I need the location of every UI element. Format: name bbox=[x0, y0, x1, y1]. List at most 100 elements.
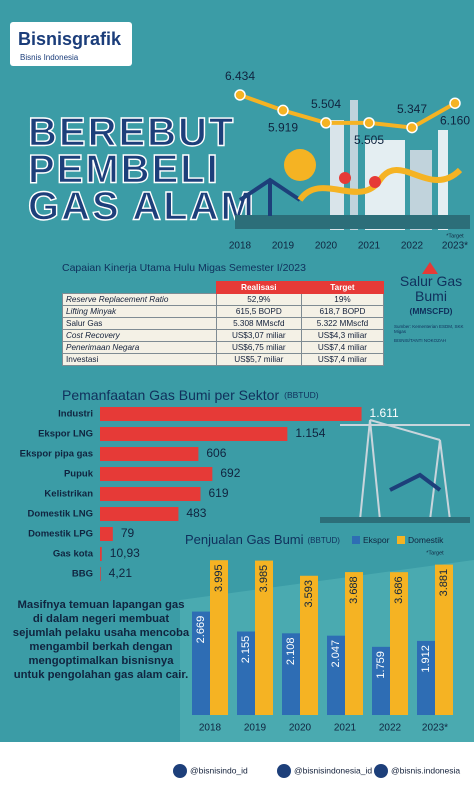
paragraph: Masifnya temuan lapangan gas di dalam ne… bbox=[12, 599, 190, 681]
data-label: 1.912 bbox=[420, 645, 432, 673]
x-tick-label: 2021 bbox=[334, 723, 357, 734]
table-cell: US$5,7 miliar bbox=[215, 353, 302, 366]
table-cell: Cost Recovery bbox=[62, 329, 217, 342]
social-handle[interactable]: @bisnisindonesia_id bbox=[294, 765, 372, 775]
chart-unit: (BBTUD) bbox=[308, 536, 341, 545]
data-label: 3.593 bbox=[303, 580, 315, 608]
bar bbox=[100, 527, 113, 541]
data-label: 3.881 bbox=[438, 569, 450, 597]
x-tick-label: 2018 bbox=[199, 723, 222, 734]
instagram-icon bbox=[277, 764, 291, 778]
table-cell: Lifting Minyak bbox=[62, 305, 217, 318]
title-group: BEREBUT PEMBELI GAS ALAM bbox=[27, 110, 254, 229]
data-label: 606 bbox=[206, 446, 226, 460]
data-label: 2.669 bbox=[195, 616, 207, 644]
data-label: 3.686 bbox=[393, 576, 405, 604]
point bbox=[406, 121, 418, 134]
point bbox=[363, 117, 375, 129]
y-tick-label: Ekspor pipa gas bbox=[20, 449, 93, 460]
data-label: 5.505 bbox=[354, 133, 384, 147]
data-label: 3.688 bbox=[348, 576, 360, 604]
table-cell: US$7,4 miliar bbox=[300, 353, 385, 366]
table-cell: 19% bbox=[300, 293, 385, 306]
line-chart-title: Salur Gas Bumi bbox=[399, 273, 463, 304]
table-row: Investasi US$5,7 miliar US$7,4 miliar bbox=[62, 353, 385, 366]
note: *Target bbox=[426, 550, 444, 556]
table-row: Cost Recovery US$3,07 miliar US$4,3 miliar bbox=[62, 329, 385, 342]
data-label: 1.154 bbox=[295, 426, 325, 440]
table-row: Lifting Minyak 615,5 BOPD 618,7 BOPD bbox=[62, 305, 385, 318]
data-label: 1.611 bbox=[370, 406, 399, 420]
bar bbox=[300, 575, 318, 715]
y-tick-label: Kelistrikan bbox=[44, 489, 93, 500]
x-tick-label: 2023* bbox=[422, 723, 448, 734]
x-tick-label: 2020 bbox=[315, 241, 338, 252]
bar bbox=[100, 507, 179, 521]
x-tick-label: 2018 bbox=[229, 241, 252, 252]
chart-title-text: Pemanfaatan Gas Bumi per Sektor bbox=[62, 387, 279, 403]
legend-swatch bbox=[397, 536, 405, 544]
bar bbox=[255, 560, 273, 715]
credit: BISNIS/TANTI NOKOZAH bbox=[394, 338, 447, 343]
legend-label: Ekspor bbox=[363, 535, 390, 545]
y-tick-label: BBG bbox=[72, 569, 93, 580]
x-tick-label: 2021 bbox=[358, 241, 381, 252]
x-tick-label: 2022 bbox=[401, 241, 424, 252]
data-label: 2.108 bbox=[285, 638, 297, 666]
bar bbox=[327, 635, 345, 715]
data-label: 1.759 bbox=[375, 651, 387, 679]
publisher: Bisnis Indonesia bbox=[20, 53, 79, 62]
bar bbox=[282, 633, 300, 715]
table-cell: 52,9% bbox=[215, 293, 302, 306]
data-label: 2.155 bbox=[240, 636, 252, 664]
social-handle[interactable]: @bisnis.indonesia bbox=[391, 765, 460, 775]
data-label: 5.919 bbox=[268, 121, 298, 135]
table-cell: Penerimaan Negara bbox=[62, 341, 217, 354]
y-tick-label: Pupuk bbox=[64, 469, 94, 480]
bar bbox=[100, 547, 102, 561]
data-label: 5.504 bbox=[311, 97, 341, 111]
header-cell: Realisasi bbox=[215, 281, 302, 294]
bar bbox=[100, 407, 362, 421]
bar bbox=[372, 646, 390, 715]
x-tick-label: 2019 bbox=[244, 723, 267, 734]
y-tick-label: Domestik LPG bbox=[28, 529, 93, 540]
bar bbox=[417, 640, 435, 715]
chart-title: Pemanfaatan Gas Bumi per Sektor (BBTUD) bbox=[62, 387, 319, 403]
bar bbox=[100, 467, 213, 481]
point bbox=[277, 104, 289, 117]
table-title: Capaian Kinerja Utama Hulu Migas Semeste… bbox=[62, 262, 306, 274]
table-cell: 5.322 MMscfd bbox=[300, 317, 385, 330]
data-label: 619 bbox=[208, 486, 228, 500]
data-label: 10,93 bbox=[110, 546, 140, 560]
social-handle[interactable]: @bisnisindo_id bbox=[190, 765, 248, 775]
data-label: 3.995 bbox=[213, 564, 225, 592]
bar bbox=[435, 564, 453, 715]
table-header: Realisasi Target bbox=[63, 281, 385, 294]
title-line: BEREBUT bbox=[28, 111, 235, 155]
table-cell: US$3,07 miliar bbox=[215, 329, 302, 342]
table-cell: US$7,4 miliar bbox=[300, 341, 385, 354]
source: Sumber: Kementerian ESDM, SKK Migas bbox=[394, 324, 464, 334]
x-tick-label: 2022 bbox=[379, 723, 402, 734]
title-line: PEMBELI bbox=[28, 148, 220, 192]
line bbox=[239, 93, 456, 130]
bar bbox=[192, 611, 210, 715]
bar bbox=[345, 572, 363, 715]
data-label: 6.160 bbox=[440, 113, 470, 127]
chart-title: Penjualan Gas Bumi (BBTUD) bbox=[185, 532, 340, 547]
x-tick-label: 2020 bbox=[289, 723, 312, 734]
table-cell: US$4,3 miliar bbox=[300, 329, 385, 342]
table-cell: US$6,75 miliar bbox=[215, 341, 302, 354]
indicator-triangle bbox=[422, 262, 438, 274]
bar bbox=[210, 560, 228, 715]
table-cell: 618,7 BOPD bbox=[300, 305, 385, 318]
point bbox=[234, 89, 246, 101]
table-row: Salur Gas 5.308 MMscfd 5.322 MMscfd bbox=[62, 317, 385, 330]
table-cell: 615,5 BOPD bbox=[215, 305, 302, 318]
data-label: 3.985 bbox=[258, 565, 270, 593]
bar bbox=[100, 487, 201, 501]
table-cell: 5.308 MMscfd bbox=[215, 317, 302, 330]
header-cell: Target bbox=[300, 281, 385, 294]
